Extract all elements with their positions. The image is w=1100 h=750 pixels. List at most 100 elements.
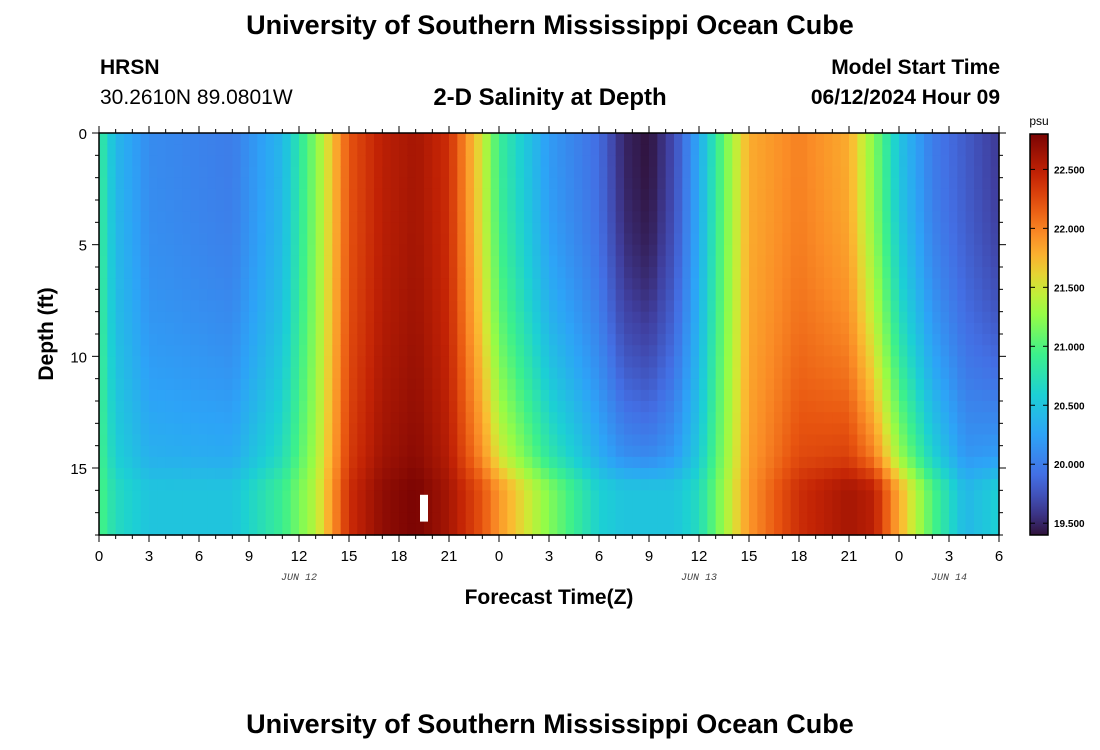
heatmap-cell	[957, 188, 967, 201]
heatmap-cell	[874, 523, 883, 536]
heatmap-cell	[940, 356, 950, 369]
heatmap-cell	[340, 166, 350, 179]
heatmap-cell	[274, 311, 283, 324]
heatmap-cell	[524, 401, 533, 413]
heatmap-cell	[124, 144, 133, 156]
heatmap-cell	[657, 166, 667, 179]
heatmap-cell	[965, 434, 975, 447]
heatmap-cell	[749, 367, 758, 380]
station-coordinates: 30.2610N 89.0801W	[100, 86, 293, 109]
heatmap-cell	[940, 389, 950, 402]
heatmap-cell	[665, 211, 675, 223]
heatmap-cell	[232, 188, 242, 201]
heatmap-cell	[674, 389, 683, 402]
heatmap-cell	[740, 322, 750, 335]
heatmap-cell	[657, 188, 667, 201]
heatmap-cell	[332, 334, 342, 346]
heatmap-cell	[157, 412, 167, 424]
heatmap-cell	[899, 300, 908, 313]
heatmap-cell	[674, 155, 683, 168]
heatmap-cell	[590, 512, 600, 525]
heatmap-cell	[949, 278, 958, 290]
heatmap-cell	[624, 233, 633, 246]
heatmap-cell	[115, 389, 125, 402]
heatmap-cell	[549, 356, 558, 369]
heatmap-cell	[924, 490, 933, 503]
heatmap-cell	[165, 311, 175, 324]
heatmap-cell	[924, 412, 933, 424]
heatmap-cell	[124, 389, 133, 402]
heatmap-cell	[115, 188, 125, 201]
heatmap-cell	[732, 255, 742, 268]
heatmap-cell	[215, 133, 225, 145]
heatmap-cell	[240, 367, 250, 380]
heatmap-cell	[824, 445, 833, 458]
heatmap-cell	[124, 378, 133, 391]
heatmap-cell	[574, 412, 583, 424]
heatmap-cell	[340, 479, 350, 491]
heatmap-cell	[440, 289, 450, 302]
heatmap-cell	[957, 412, 967, 424]
heatmap-cell	[599, 188, 608, 201]
heatmap-cell	[899, 378, 908, 391]
heatmap-cell	[974, 244, 983, 257]
heatmap-cell	[99, 490, 108, 503]
heatmap-cell	[240, 244, 250, 257]
heatmap-cell	[974, 501, 983, 514]
heatmap-cell	[390, 177, 400, 190]
heatmap-cell	[890, 334, 900, 346]
heatmap-cell	[615, 401, 625, 413]
heatmap-cell	[607, 222, 617, 235]
heatmap-cell	[107, 311, 117, 324]
heatmap-cell	[432, 133, 442, 145]
heatmap-cell	[790, 155, 800, 168]
heatmap-cell	[282, 211, 292, 223]
heatmap-cell	[265, 345, 275, 357]
heatmap-cell	[849, 177, 858, 190]
heatmap-cell	[857, 445, 867, 458]
heatmap-cell	[757, 255, 767, 268]
heatmap-cell	[790, 133, 800, 145]
heatmap-cell	[449, 523, 458, 536]
heatmap-cell	[107, 468, 117, 480]
heatmap-cell	[224, 456, 233, 469]
heatmap-cell	[615, 378, 625, 391]
heatmap-cell	[440, 490, 450, 503]
heatmap-cell	[924, 166, 933, 179]
heatmap-cell	[790, 401, 800, 413]
heatmap-cell	[107, 345, 117, 357]
heatmap-cell	[624, 434, 633, 447]
heatmap-cell	[874, 401, 883, 413]
heatmap-cell	[674, 356, 683, 369]
heatmap-cell	[99, 311, 108, 324]
heatmap-cell	[99, 211, 108, 223]
main-title: University of Southern Mississippi Ocean…	[246, 10, 854, 40]
heatmap-cell	[257, 278, 267, 290]
heatmap-cell	[507, 456, 517, 469]
heatmap-cell	[957, 378, 967, 391]
heatmap-cell	[724, 244, 733, 257]
heatmap-cell	[457, 311, 467, 324]
heatmap-cell	[490, 412, 500, 424]
heatmap-cell	[374, 334, 383, 346]
heatmap-cell	[540, 166, 550, 179]
heatmap-cell	[990, 233, 1000, 246]
heatmap-cell	[674, 211, 683, 223]
heatmap-cell	[390, 367, 400, 380]
heatmap-cell	[165, 401, 175, 413]
heatmap-cell	[357, 188, 367, 201]
heatmap-cell	[657, 144, 667, 156]
heatmap-cell	[515, 345, 525, 357]
heatmap-cell	[390, 267, 400, 279]
heatmap-cell	[499, 188, 508, 201]
heatmap-cell	[849, 322, 858, 335]
heatmap-cell	[907, 468, 917, 480]
heatmap-cell	[449, 345, 458, 357]
heatmap-cell	[865, 267, 875, 279]
heatmap-cell	[890, 166, 900, 179]
heatmap-cell	[782, 289, 792, 302]
heatmap-cell	[690, 322, 700, 335]
heatmap-cell	[457, 468, 467, 480]
heatmap-cell	[865, 311, 875, 324]
heatmap-cell	[549, 367, 558, 380]
